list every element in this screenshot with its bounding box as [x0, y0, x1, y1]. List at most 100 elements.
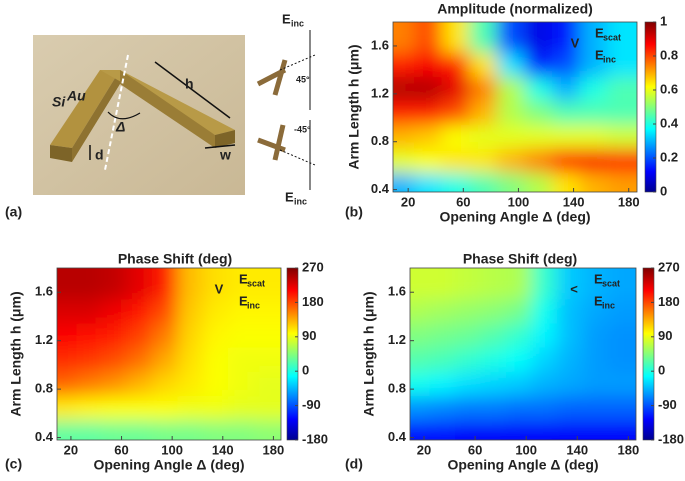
heatmap-cell [228, 268, 256, 300]
heatmap-cell [57, 345, 79, 372]
y-tick-label: 1.6 [35, 284, 53, 299]
heatmap-cell [524, 170, 554, 192]
y-tick-label: 1.6 [371, 37, 389, 52]
heatmap-cell [506, 345, 534, 372]
label: Au [66, 88, 86, 104]
heatmap-cell [410, 321, 432, 348]
heatmap-cell [582, 268, 611, 300]
heatmap-cell [410, 418, 432, 440]
colorbar-tick-label: 0 [658, 363, 665, 378]
heatmap-cell [393, 22, 417, 53]
heatmap-cell [126, 369, 155, 397]
heatmap-cell [126, 297, 155, 324]
heatmap-cell [202, 369, 231, 397]
heatmap-cell [393, 170, 417, 192]
inset-label: scat [603, 32, 621, 42]
heatmap-cell [152, 345, 180, 372]
heatmap-cell [101, 345, 129, 372]
heatmap-cell [393, 146, 417, 173]
heatmap-cell [469, 74, 499, 101]
heatmap-cell [551, 74, 582, 101]
x-tick-label: 20 [64, 442, 78, 457]
colorbar-tick-label: 270 [302, 259, 324, 274]
heatmap-cell [607, 146, 637, 173]
colorbar-tick-label: -180 [302, 431, 328, 446]
heatmap-cell [480, 345, 509, 372]
heatmap-cell [469, 22, 499, 53]
heatmap-cell [531, 321, 560, 348]
heatmap-cell [607, 74, 637, 101]
heatmap-cell [410, 297, 432, 324]
heatmap-cell [101, 369, 129, 397]
heatmap-cell [454, 297, 483, 324]
heatmap-cell [524, 146, 554, 173]
heatmap-cell [429, 369, 457, 397]
heatmap-cell [557, 369, 585, 397]
heatmap-cell [228, 418, 256, 440]
heatmap-cell [480, 321, 509, 348]
colorbar-tick-label: 180 [658, 294, 680, 309]
heatmap-cell [410, 394, 432, 421]
y-tick-label: 1.2 [371, 85, 389, 100]
heatmap-cell [557, 321, 585, 348]
panel-label: (b) [345, 204, 363, 220]
x-tick-label: 60 [114, 442, 128, 457]
colorbar-tick-label: 180 [302, 294, 324, 309]
plot-frame [392, 21, 638, 193]
plot-frame [409, 267, 637, 441]
heatmap-cell [76, 268, 104, 300]
heatmap-cell [177, 297, 205, 324]
heatmap-cell [101, 297, 129, 324]
heatmap-cell [531, 345, 560, 372]
heatmap-cell [480, 394, 509, 421]
heatmap-cell [582, 369, 611, 397]
heatmap-cell [126, 345, 155, 372]
heatmap-cell [152, 297, 180, 324]
heatmap-cell [608, 321, 636, 348]
heatmap-cell [469, 122, 499, 149]
panel-label: (a) [5, 204, 22, 220]
heatmap-cell [551, 122, 582, 149]
inset-label: inc [603, 54, 616, 64]
heatmap-cell [177, 369, 205, 397]
heatmap-cell [506, 321, 534, 348]
panel-label: (c) [5, 456, 22, 472]
heatmap-cell [76, 297, 104, 324]
chart-title: Phase Shift (deg) [118, 251, 232, 267]
x-tick-label: 20 [417, 442, 431, 457]
heatmap-cell [557, 345, 585, 372]
x-axis-label: Opening Angle Δ (deg) [93, 457, 244, 473]
inset-label: E [239, 293, 248, 308]
heatmap-cell [429, 394, 457, 421]
heatmap-cell [579, 122, 610, 149]
y-tick-label: 0.4 [388, 429, 407, 444]
heatmap-cell [177, 345, 205, 372]
x-axis-label: Opening Angle Δ (deg) [447, 457, 598, 473]
heatmap-cell [441, 146, 472, 173]
heatmap-cell [557, 268, 585, 300]
heatmap-cell [454, 268, 483, 300]
heatmap-cell [101, 268, 129, 300]
heatmap-cell [410, 345, 432, 372]
inset-label: E [595, 47, 604, 62]
x-tick-label: 60 [468, 442, 482, 457]
heatmap-cell [126, 418, 155, 440]
y-tick-label: 0.8 [371, 133, 389, 148]
heatmap-cell [531, 369, 560, 397]
heatmap-cell [557, 297, 585, 324]
heatmap-cell [126, 321, 155, 348]
heatmap-cell [441, 170, 472, 192]
colorbar-tick-label: 90 [658, 328, 672, 343]
heatmap-cell [524, 50, 554, 77]
heatmap-cell [429, 345, 457, 372]
colorbar-tick-label: 90 [302, 328, 316, 343]
heatmap-cell [469, 146, 499, 173]
colorbar-tick-label: 0.4 [660, 115, 679, 130]
y-tick-label: 1.6 [388, 284, 406, 299]
label: Si [52, 94, 66, 110]
heatmap-cell [551, 170, 582, 192]
inset-label: E [595, 25, 604, 40]
heatmap-cell [582, 321, 611, 348]
heatmap-cell [579, 146, 610, 173]
heatmap-cell [496, 50, 527, 77]
